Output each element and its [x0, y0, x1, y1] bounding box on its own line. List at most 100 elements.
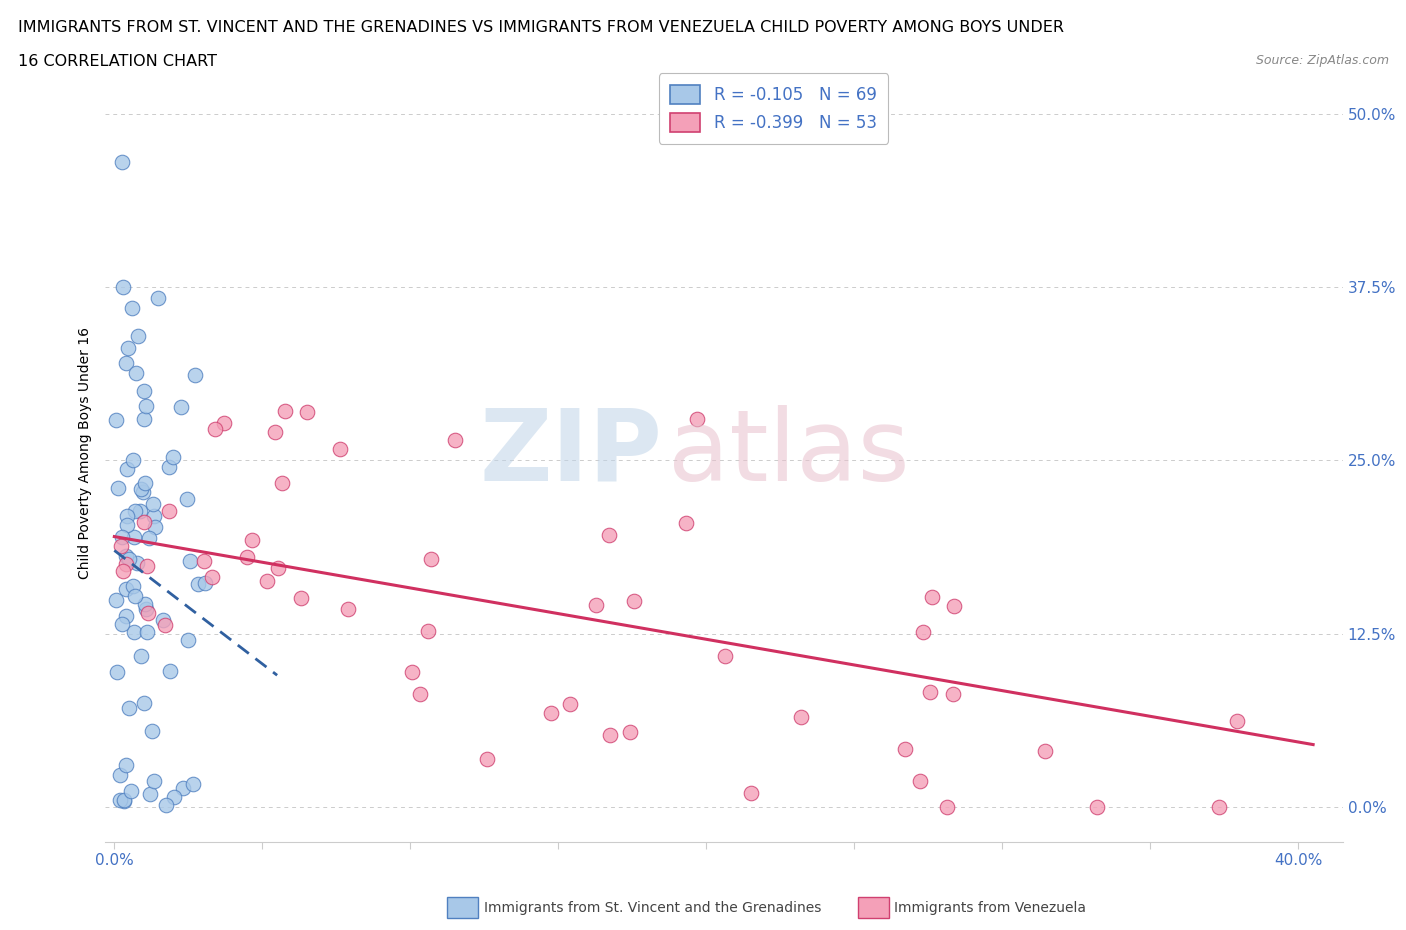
Point — [107, 481, 129, 496]
Text: 16 CORRELATION CHART: 16 CORRELATION CHART — [18, 54, 218, 69]
Text: Immigrants from St. Vincent and the Grenadines: Immigrants from St. Vincent and the Gren… — [484, 900, 821, 915]
Point — [120, 784, 142, 799]
Point — [142, 497, 165, 512]
Point — [598, 528, 620, 543]
Point — [134, 475, 156, 490]
Point — [585, 598, 607, 613]
Legend: R = -0.105   N = 69, R = -0.399   N = 53: R = -0.105 N = 69, R = -0.399 N = 53 — [659, 73, 889, 143]
Point — [110, 793, 132, 808]
Point — [122, 625, 145, 640]
Point — [290, 591, 312, 605]
Point — [240, 532, 263, 547]
Point — [136, 624, 159, 639]
Point — [419, 551, 441, 566]
Point — [599, 727, 621, 742]
Point — [115, 609, 138, 624]
Point — [921, 590, 943, 604]
Point — [477, 751, 499, 766]
Point — [111, 617, 134, 631]
Point — [686, 411, 709, 426]
Point — [416, 624, 439, 639]
Point — [138, 531, 160, 546]
Point — [540, 706, 562, 721]
Text: IMMIGRANTS FROM ST. VINCENT AND THE GRENADINES VS IMMIGRANTS FROM VENEZUELA CHIL: IMMIGRANTS FROM ST. VINCENT AND THE GREN… — [18, 20, 1064, 35]
Point — [115, 356, 138, 371]
Point — [117, 340, 139, 355]
Bar — [858, 897, 889, 918]
Point — [152, 613, 174, 628]
Point — [141, 724, 163, 738]
Point — [401, 665, 423, 680]
Text: Immigrants from Venezuela: Immigrants from Venezuela — [894, 900, 1087, 915]
Point — [179, 553, 201, 568]
Point — [112, 792, 135, 807]
Point — [121, 578, 143, 593]
Point — [111, 154, 134, 169]
Point — [125, 555, 148, 570]
Point — [135, 602, 157, 617]
Point — [236, 549, 259, 564]
Point — [142, 509, 165, 524]
Point — [135, 558, 157, 573]
Point — [111, 529, 134, 544]
Point — [122, 530, 145, 545]
Point — [132, 383, 155, 398]
Point — [201, 570, 224, 585]
Point — [214, 416, 236, 431]
Point — [110, 538, 132, 553]
Point — [443, 432, 465, 447]
Text: ZIP: ZIP — [479, 405, 662, 502]
Point — [675, 516, 697, 531]
Point — [943, 599, 966, 614]
Point — [193, 576, 215, 591]
Point — [139, 786, 162, 801]
Point — [128, 504, 150, 519]
Point — [204, 422, 226, 437]
Point — [134, 596, 156, 611]
Point — [942, 686, 965, 701]
Point — [118, 700, 141, 715]
Point — [264, 424, 287, 439]
Point — [132, 411, 155, 426]
Point — [104, 412, 127, 427]
Point — [121, 300, 143, 315]
Point — [623, 593, 645, 608]
Text: 40.0%: 40.0% — [1274, 853, 1323, 868]
Point — [329, 442, 352, 457]
Point — [176, 491, 198, 506]
Point — [170, 399, 193, 414]
Bar — [447, 897, 478, 918]
Point — [714, 649, 737, 664]
Point — [790, 710, 813, 724]
Point — [129, 482, 152, 497]
Point — [125, 365, 148, 380]
Point — [159, 664, 181, 679]
Point — [163, 790, 186, 804]
Point — [115, 517, 138, 532]
Point — [336, 602, 359, 617]
Point — [157, 459, 180, 474]
Point — [157, 503, 180, 518]
Point — [409, 686, 432, 701]
Point — [271, 476, 294, 491]
Point — [1033, 743, 1056, 758]
Point — [136, 605, 159, 620]
Point — [1208, 800, 1230, 815]
Point — [740, 786, 762, 801]
Point — [110, 767, 132, 782]
Point — [256, 574, 278, 589]
Point — [131, 485, 153, 499]
Text: 0.0%: 0.0% — [96, 853, 134, 868]
Point — [135, 398, 157, 413]
Y-axis label: Child Poverty Among Boys Under 16: Child Poverty Among Boys Under 16 — [77, 327, 91, 579]
Text: atlas: atlas — [668, 405, 910, 502]
Point — [193, 553, 215, 568]
Point — [273, 404, 295, 418]
Point — [894, 742, 917, 757]
Point — [124, 503, 146, 518]
Point — [155, 797, 177, 812]
Point — [132, 514, 155, 529]
Point — [132, 696, 155, 711]
Point — [183, 367, 205, 382]
Point — [111, 564, 134, 578]
